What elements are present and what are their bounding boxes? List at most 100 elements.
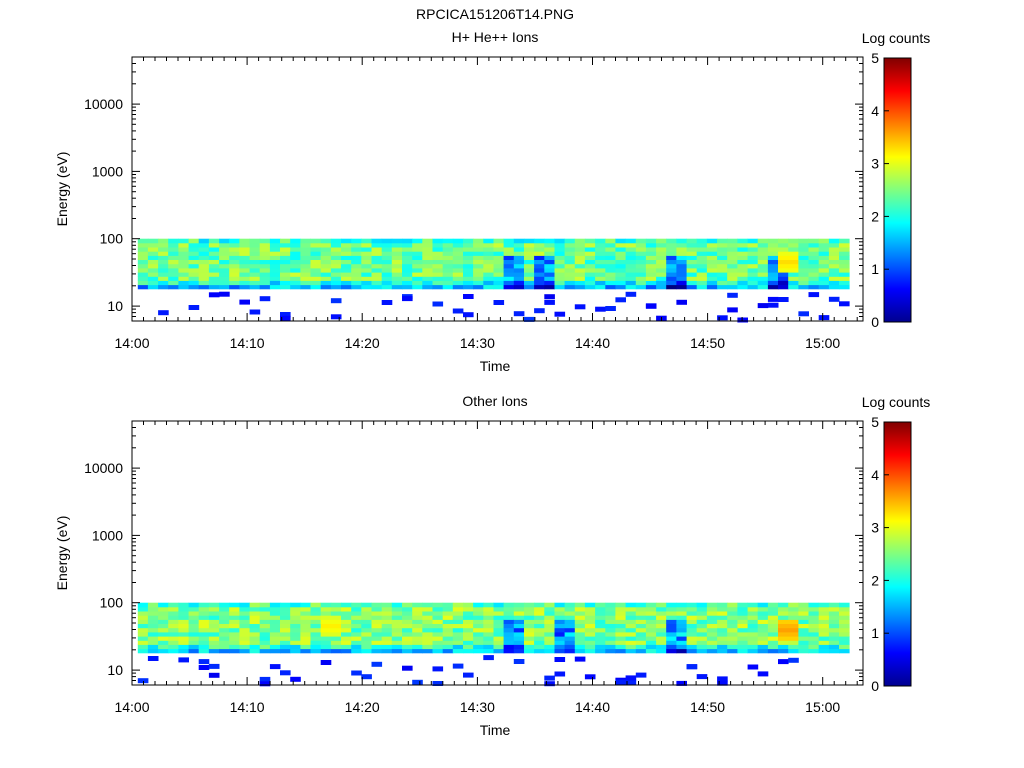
spectrogram-cell [300,627,311,633]
spectrogram-cell [402,640,413,645]
y-axis-label: Energy (eV) [54,516,70,591]
spectrogram-cell [473,251,484,256]
spectrogram-cell [269,632,281,637]
spectrogram-cell [219,251,230,256]
low-energy-count [280,315,291,321]
spectrogram-cell [310,242,322,248]
low-energy-count [402,665,413,671]
spectrogram-cell [381,640,393,645]
panel-title: H+ He++ Ions [452,29,539,45]
spectrogram-cell [645,242,657,248]
spectrogram-cell [239,632,250,637]
spectrogram-cell [839,619,850,624]
spectrogram-cell [147,627,159,633]
colorbar-label: Log counts [862,394,931,410]
x-tick-label: 14:40 [575,335,610,351]
spectrogram-cell [361,627,372,633]
spectrogram-cell [584,251,596,256]
spectrogram-cell [645,648,657,654]
spectrogram-cell [584,255,596,260]
spectrogram-cell [178,280,189,286]
spectrogram-cell [747,238,759,244]
spectrogram-cell [635,251,647,256]
spectrogram-cell [158,623,169,629]
spectrogram-cell [574,606,586,612]
spectrogram-cell [513,611,525,616]
spectrogram-cell [229,619,240,624]
spectrogram-cell [625,606,637,612]
spectrogram-cell [290,632,301,637]
spectrogram-cell [259,623,271,629]
spectrogram-cell [595,280,606,286]
spectrogram-cell [757,280,769,286]
spectrogram-cell [747,640,759,645]
spectrogram-cell [463,272,474,277]
spectrogram-cell [178,272,189,277]
spectrogram-cell [757,263,769,269]
spectrogram-cell [656,272,667,277]
spectrogram-cell [767,644,779,650]
spectrogram-cell [178,606,189,612]
spectrogram-cell [208,611,220,616]
spectrogram-cell [493,259,505,265]
spectrogram-cell [493,284,505,290]
spectrogram-cell [432,247,444,252]
spectrogram-cell [147,284,159,290]
spectrogram-cell [330,602,342,608]
spectrogram-cell [269,606,281,612]
spectrogram-cell [137,259,149,265]
spectrogram-cell [778,272,789,277]
spectrogram-cell [513,627,525,633]
spectrogram-cell [717,268,728,273]
spectrogram-cell [442,251,454,256]
spectrogram-cell [676,623,687,629]
spectrogram-cell [229,611,240,616]
spectrogram-cell [686,272,698,277]
spectrogram-cell [280,644,291,650]
spectrogram-cell [391,268,403,273]
spectrogram-cell [706,615,718,620]
spectrogram-cell [584,648,596,654]
spectrogram-cell [280,636,291,641]
spectrogram-cell [422,242,433,248]
spectrogram-cell [534,247,545,252]
spectrogram-cell [493,632,505,637]
spectrogram-cell [280,619,291,624]
spectrogram-cell [798,644,809,650]
spectrogram-cell [666,640,677,645]
spectrogram-cell [544,242,555,248]
spectrogram-cell [798,636,809,641]
spectrogram-cell [808,272,820,277]
spectrogram-cell [757,640,769,645]
spectrogram-cell [656,611,667,616]
spectrogram-cell [737,636,748,641]
spectrogram-cell [137,247,149,252]
spectrogram-cell [158,280,169,286]
spectrogram-cell [666,611,677,616]
spectrogram-cell [818,606,830,612]
spectrogram-cell [381,272,393,277]
spectrogram-cell [371,272,383,277]
spectrogram-cell [635,259,647,265]
spectrogram-cell [513,251,525,256]
spectrogram-cell [391,255,403,260]
spectrogram-cell [320,648,332,654]
spectrogram-cell [300,284,311,290]
spectrogram-cell [208,648,220,654]
spectrogram-cell [524,644,535,650]
spectrogram-cell [605,251,616,256]
spectrogram-cell [269,627,281,633]
spectrogram-cell [513,276,525,281]
spectrogram-cell [493,247,505,252]
spectrogram-cell [493,602,505,608]
spectrogram-cell [158,238,169,244]
spectrogram-cell [310,276,322,281]
spectrogram-cell [686,636,698,641]
figure-title: RPCICA151206T14.PNG [416,6,574,22]
spectrogram-cell [188,272,200,277]
spectrogram-cell [574,259,586,265]
spectrogram-cell [747,255,759,260]
spectrogram-cell [463,284,474,290]
spectrogram-cell [767,280,779,286]
spectrogram-cell [534,284,545,290]
